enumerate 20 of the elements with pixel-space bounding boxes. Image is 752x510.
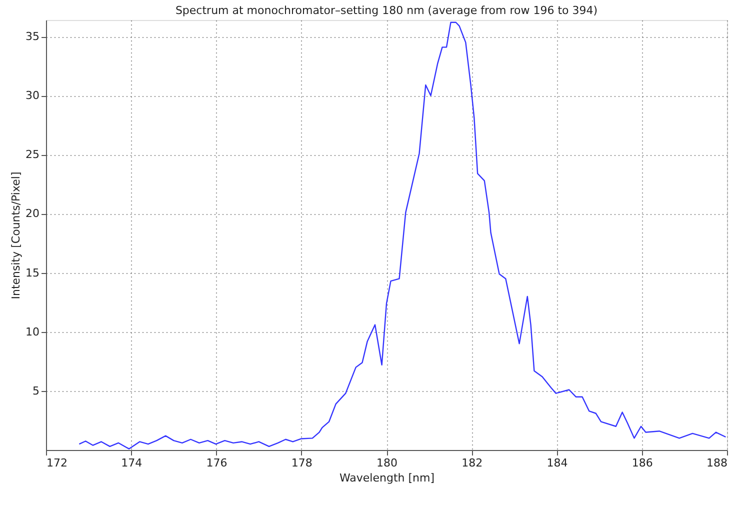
y-tick-label: 15	[26, 266, 40, 280]
x-axis-title: Wavelength [nm]	[339, 472, 435, 484]
y-tick-label: 20	[26, 207, 40, 220]
x-tick-label: 182	[462, 456, 483, 470]
x-tick-label: 176	[206, 456, 228, 470]
y-tick-label: 30	[26, 89, 40, 102]
x-tick-label: 188	[706, 456, 728, 470]
x-tick-label: 184	[546, 456, 568, 470]
chart-title: Spectrum at monochromator–setting 180 nm (average from row 196 to 394)	[175, 4, 598, 17]
y-tick-label: 10	[26, 325, 40, 338]
y-tick-label: 5	[32, 384, 40, 398]
y-tick-label: 35	[26, 30, 40, 44]
y-tick-label: 25	[26, 148, 40, 162]
x-tick-label: 186	[632, 456, 653, 470]
x-tick-label: 180	[376, 456, 398, 470]
x-tick-label: 172	[46, 456, 68, 470]
y-axis-title: Intensity [Counts/Pixel]	[10, 172, 23, 300]
x-tick-label: 174	[121, 456, 142, 470]
x-tick-label: 178	[291, 456, 312, 470]
line-series	[78, 22, 726, 450]
